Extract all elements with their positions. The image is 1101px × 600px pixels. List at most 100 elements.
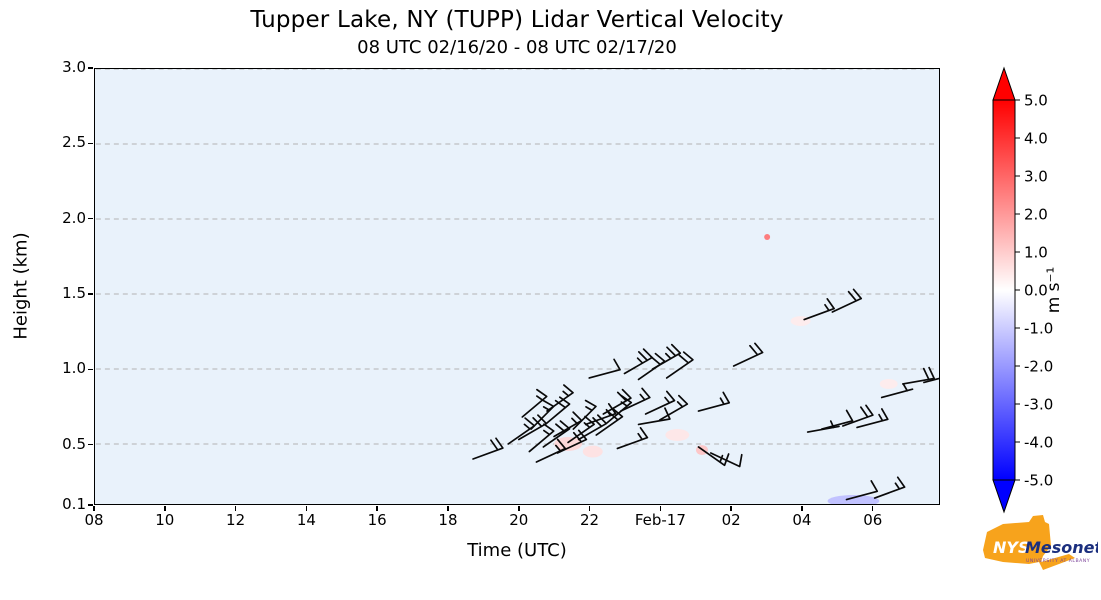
x-tick-label: 06 xyxy=(863,511,883,529)
wind-barb xyxy=(553,411,583,438)
wind-barb xyxy=(923,377,939,384)
velocity-patch xyxy=(554,437,583,451)
colorbar-tick-label: -3.0 xyxy=(1024,396,1053,414)
y-tick-mark xyxy=(88,504,93,506)
wind-barb xyxy=(521,388,548,418)
wind-barb xyxy=(651,343,682,370)
y-tick-label: 2.0 xyxy=(62,208,86,227)
logo-nys-text: NYS xyxy=(993,538,1030,557)
wind-barb xyxy=(530,399,555,430)
x-tick-label: 04 xyxy=(792,511,812,529)
wind-barb xyxy=(602,388,632,415)
y-tick-label: 2.5 xyxy=(62,133,86,152)
x-tick-mark xyxy=(164,506,166,511)
y-tick-label: 3.0 xyxy=(62,58,86,76)
y-tick-label: 0.5 xyxy=(62,434,86,453)
wind-barb xyxy=(901,366,936,385)
colorbar-tick-label: 2.0 xyxy=(1024,206,1048,224)
colorbar-tick-label: 4.0 xyxy=(1024,130,1048,148)
colorbar-gradient xyxy=(992,99,1016,481)
velocity-patch xyxy=(582,445,603,458)
y-tick-mark xyxy=(88,217,93,220)
wind-barb xyxy=(658,394,689,421)
x-tick-label: 08 xyxy=(84,511,104,529)
y-tick-mark xyxy=(88,142,93,145)
x-tick-label: 22 xyxy=(580,511,600,529)
ny-state-shape-icon xyxy=(983,515,1075,570)
x-tick-label: 02 xyxy=(721,511,741,529)
colorbar-tick-label: 0.0 xyxy=(1024,282,1048,300)
y-tick-mark xyxy=(88,293,93,295)
x-tick-label: 12 xyxy=(226,511,246,529)
y-tick-label: 0.1 xyxy=(62,495,86,513)
chart-title: Tupper Lake, NY (TUPP) Lidar Vertical Ve… xyxy=(250,7,784,33)
wind-barb xyxy=(472,437,504,460)
plot-area xyxy=(94,68,940,505)
x-tick-mark xyxy=(730,506,732,511)
logo-university-text: UNIVERSITY AT ALBANY xyxy=(1026,558,1090,564)
velocity-patch xyxy=(764,234,771,241)
y-tick-label: 1.0 xyxy=(62,359,86,378)
colorbar: m s⁻¹ 5.0 4.0 3.0 2.0 1.0 0.0 -1.0 -2.0 -3.0 -4.0… xyxy=(992,66,1064,514)
x-tick-mark xyxy=(93,506,95,511)
x-tick-label: 20 xyxy=(509,511,529,529)
colorbar-tick-label: -2.0 xyxy=(1024,358,1053,376)
wind-barb xyxy=(803,297,835,321)
velocity-patch xyxy=(665,429,690,441)
colorbar-arrow-down xyxy=(992,479,1016,514)
colorbar-tick-label: 5.0 xyxy=(1024,92,1048,110)
wind-barb xyxy=(880,383,914,399)
wind-barb xyxy=(697,446,730,467)
x-tick-label: 10 xyxy=(155,511,175,529)
wind-barb xyxy=(637,352,666,381)
wind-barb xyxy=(831,288,863,313)
wind-barb xyxy=(528,423,555,453)
y-tick-mark xyxy=(88,67,93,69)
wind-barb xyxy=(567,415,595,444)
x-axis-label: Time (UTC) xyxy=(467,540,567,561)
x-tick-mark xyxy=(659,506,662,511)
colorbar-tick-label: -5.0 xyxy=(1024,472,1053,490)
wind-barb xyxy=(616,427,649,450)
wind-barb xyxy=(556,429,588,454)
wind-barb xyxy=(620,387,651,412)
wind-barb xyxy=(732,342,764,367)
chart-subtitle: 08 UTC 02/16/20 - 08 UTC 02/17/20 xyxy=(357,37,677,58)
wind-barb xyxy=(588,358,621,379)
x-tick-mark xyxy=(305,506,308,511)
colorbar-tick-label: -4.0 xyxy=(1024,434,1053,452)
wind-barb xyxy=(544,396,571,426)
wind-barb xyxy=(637,407,671,426)
wind-barb xyxy=(572,399,597,430)
wind-barb xyxy=(644,390,676,415)
wind-barb xyxy=(820,409,854,430)
colorbar-tick-label: 1.0 xyxy=(1024,244,1048,262)
wind-barb xyxy=(845,480,879,501)
y-axis-label: Height (km) xyxy=(10,232,32,340)
y-tick-mark xyxy=(88,368,93,371)
x-tick-label: 18 xyxy=(438,511,458,529)
wind-barb xyxy=(546,384,574,412)
wind-barb xyxy=(697,391,731,412)
x-tick-label: 16 xyxy=(367,511,387,529)
wind-barb xyxy=(873,476,906,499)
x-tick-label: Feb-17 xyxy=(634,511,686,529)
x-tick-mark xyxy=(376,506,378,511)
x-tick-mark xyxy=(518,506,520,511)
x-tick-mark xyxy=(234,506,237,511)
x-tick-label: 14 xyxy=(296,511,316,529)
logo-mesonet-text: Mesonet xyxy=(1025,538,1098,557)
wind-barb xyxy=(856,408,889,429)
nys-mesonet-logo: NYS Mesonet UNIVERSITY AT ALBANY xyxy=(983,515,1098,570)
x-tick-mark xyxy=(447,506,449,511)
wind-barb xyxy=(665,351,694,379)
wind-barb xyxy=(709,452,743,468)
y-tick-label: 1.5 xyxy=(62,284,86,303)
colorbar-tick-label: 3.0 xyxy=(1024,168,1048,186)
wind-barb xyxy=(842,404,874,427)
colorbar-arrow-up xyxy=(992,66,1016,101)
x-tick-mark xyxy=(588,506,591,511)
y-tick-mark xyxy=(88,443,93,446)
wind-barb xyxy=(623,348,653,375)
